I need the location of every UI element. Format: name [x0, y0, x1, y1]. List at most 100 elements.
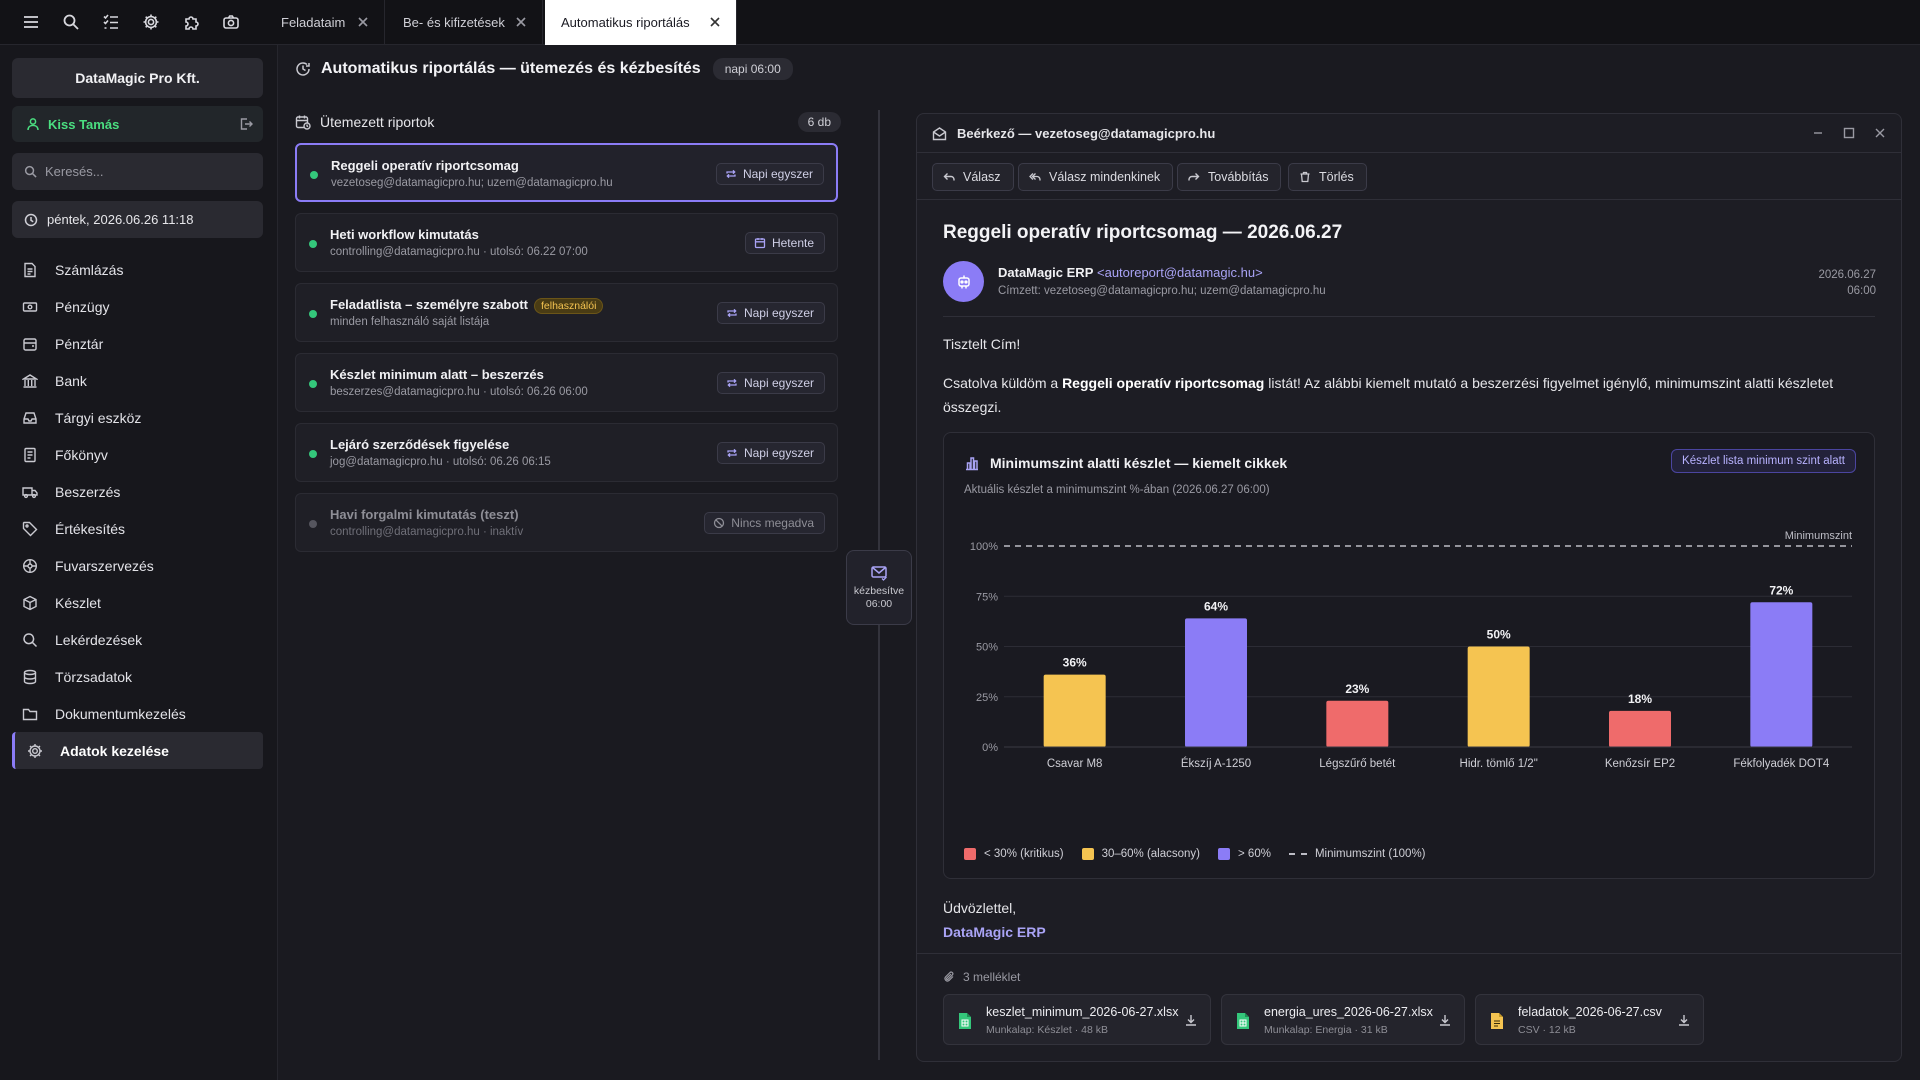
search-icon[interactable] — [60, 11, 82, 33]
status-dot — [310, 171, 318, 179]
sidebar-search-input[interactable]: Keresés... — [12, 153, 263, 190]
search-placeholder: Keresés... — [45, 164, 104, 179]
attachments-count: 3 melléklet — [963, 970, 1021, 984]
report-card[interactable]: Készlet minimum alatt – beszerzés beszer… — [295, 353, 838, 412]
status-dot — [309, 450, 317, 458]
bank-icon — [22, 373, 38, 389]
close-icon[interactable] — [708, 15, 722, 29]
close-icon[interactable] — [1873, 126, 1887, 140]
sidebar-item-label: Dokumentumkezelés — [55, 705, 186, 722]
forward-button[interactable]: Továbbítás — [1177, 163, 1282, 191]
reports-header: Ütemezett riportok 6 db — [295, 110, 841, 134]
inbox-icon — [932, 126, 947, 141]
user-icon — [26, 117, 40, 131]
report-card[interactable]: Havi forgalmi kimutatás (teszt) controll… — [295, 493, 838, 552]
delete-label: Törlés — [1319, 170, 1354, 184]
sidebar-item-szamlazas[interactable]: Számlázás — [12, 251, 263, 288]
tab-be-es-kifizetesek[interactable]: Be- és kifizetések — [387, 0, 543, 45]
sidebar-item-fokonyv[interactable]: Főkönyv — [12, 436, 263, 473]
user-box[interactable]: Kiss Tamás — [12, 106, 263, 142]
delivery-marker: kézbesítve 06:00 — [846, 550, 912, 625]
sidebar-nav: Számlázás Pénzügy Pénztár Bank Tárgyi es… — [12, 251, 263, 769]
tab-automatikus-riportalas[interactable]: Automatikus riportálás — [545, 0, 737, 45]
delete-button[interactable]: Törlés — [1288, 163, 1367, 191]
attachments-header: 3 melléklet — [943, 970, 1020, 984]
sidebar-item-bank[interactable]: Bank — [12, 362, 263, 399]
close-icon[interactable] — [514, 15, 528, 29]
reply-all-icon — [1029, 171, 1041, 183]
frequency-badge[interactable]: Napi egyszer — [716, 302, 825, 324]
email-window-title: Beérkező — vezetoseg@datamagicpro.hu — [957, 125, 1216, 141]
reply-all-button[interactable]: Válasz mindenkinek — [1018, 163, 1174, 191]
inventory-list-link[interactable]: Készlet lista minimum szint alatt — [1671, 449, 1856, 473]
report-card[interactable]: Reggeli operatív riportcsomag vezetoseg@… — [295, 143, 838, 202]
legend-label: 30–60% (alacsony) — [1101, 848, 1201, 860]
frequency-badge[interactable]: Hetente — [744, 232, 825, 254]
sidebar-item-dokumentumkezeles[interactable]: Dokumentumkezelés — [12, 695, 263, 732]
report-card[interactable]: Heti workflow kimutatás controlling@data… — [295, 213, 838, 272]
x-tick-label: Fékfolyadék DOT4 — [1733, 758, 1829, 770]
sidebar-item-lekerdezesek[interactable]: Lekérdezések — [12, 621, 263, 658]
maximize-icon[interactable] — [1842, 126, 1856, 140]
bar — [1326, 700, 1389, 747]
cashbox-icon — [22, 336, 38, 352]
camera-icon[interactable] — [220, 11, 242, 33]
gear-icon[interactable] — [140, 11, 162, 33]
y-tick-label: 0% — [982, 742, 998, 754]
attachment-item[interactable]: keszlet_minimum_2026-06-27.xlsx Munkalap… — [943, 994, 1211, 1045]
download-icon[interactable] — [1438, 1013, 1452, 1027]
puzzle-icon[interactable] — [180, 11, 202, 33]
user-specific-badge: felhasználói — [533, 298, 604, 314]
invoice-icon — [22, 262, 38, 278]
report-card[interactable]: Feladatlista – személyre szabott felhaszn… — [295, 283, 838, 342]
attachment-item[interactable]: energia_ures_2026-06-27.xlsx Munkalap: E… — [1221, 994, 1465, 1045]
divider — [917, 953, 1901, 954]
logout-icon[interactable] — [239, 117, 253, 131]
legend-dash — [1288, 853, 1307, 855]
checklist-icon[interactable] — [100, 11, 122, 33]
frequency-badge[interactable]: Napi egyszer — [715, 163, 824, 185]
minimize-icon[interactable] — [1811, 126, 1825, 140]
sidebar-item-targyi-eszkoz[interactable]: Tárgyi eszköz — [12, 399, 263, 436]
bar-value-label: 64% — [1204, 599, 1228, 613]
y-tick-label: 50% — [976, 642, 998, 654]
delivery-status: kézbesítve — [853, 585, 905, 597]
frequency-label: Hetente — [771, 236, 814, 250]
company-name[interactable]: DataMagic Pro Kft. — [12, 58, 263, 98]
sidebar-item-ertekesites[interactable]: Értékesítés — [12, 510, 263, 547]
download-icon[interactable] — [1184, 1013, 1198, 1027]
sidebar-item-label: Lekérdezések — [55, 631, 143, 648]
menu-icon[interactable] — [20, 11, 42, 33]
status-dot — [309, 310, 317, 318]
sender-address[interactable]: <autoreport@datamagic.hu> — [1097, 265, 1263, 280]
reply-button[interactable]: Válasz — [932, 163, 1014, 191]
email-regards: Üdvözlettel, — [943, 900, 1017, 916]
report-title: Lejáró szerződések figyelése — [330, 437, 510, 452]
frequency-badge[interactable]: Napi egyszer — [716, 442, 825, 464]
close-icon[interactable] — [356, 15, 370, 29]
sidebar-item-torzsadatok[interactable]: Törzsadatok — [12, 658, 263, 695]
schedule-icon — [295, 61, 311, 77]
sidebar-item-beszerzes[interactable]: Beszerzés — [12, 473, 263, 510]
document-icon — [22, 706, 38, 722]
attachment-item[interactable]: feladatok_2026-06-27.csv CSV · 12 kB — [1475, 994, 1704, 1045]
sidebar-item-penzugy[interactable]: Pénzügy — [12, 288, 263, 325]
email-subject: Reggeli operatív riportcsomag — 2026.06.… — [943, 222, 1343, 243]
intro-report-name: Reggeli operatív riportcsomag — [1062, 375, 1265, 391]
email-recipients: Címzett: vezetoseg@datamagicpro.hu; uzem… — [998, 285, 1326, 297]
current-datetime: péntek, 2026.06.26 11:18 — [47, 212, 194, 227]
legend-ok: > 60% — [1218, 848, 1271, 860]
sidebar-item-keszlet[interactable]: Készlet — [12, 584, 263, 621]
tab-feladataim[interactable]: Feladataim — [265, 0, 385, 45]
repeat-icon — [726, 307, 738, 319]
sidebar-item-penztar[interactable]: Pénztár — [12, 325, 263, 362]
download-icon[interactable] — [1677, 1013, 1691, 1027]
sidebar-item-adatok-kezelese[interactable]: Adatok kezelése — [12, 732, 263, 769]
sidebar-item-label: Főkönyv — [55, 446, 108, 463]
frequency-badge[interactable]: Nincs megadva — [704, 512, 825, 534]
report-card[interactable]: Lejáró szerződések figyelése jog@datamag… — [295, 423, 838, 482]
sidebar-item-fuvarszervezes[interactable]: Fuvarszervezés — [12, 547, 263, 584]
frequency-label: Nincs megadva — [731, 516, 814, 530]
frequency-badge[interactable]: Napi egyszer — [716, 372, 825, 394]
repeat-icon — [725, 168, 737, 180]
